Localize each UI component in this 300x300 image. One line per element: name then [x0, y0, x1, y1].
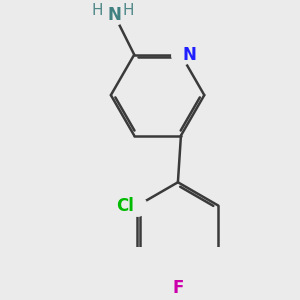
Text: H: H [92, 3, 103, 18]
Text: F: F [172, 279, 184, 297]
Text: N: N [107, 6, 121, 24]
Text: Cl: Cl [116, 196, 134, 214]
Text: H: H [122, 3, 134, 18]
Text: N: N [182, 46, 196, 64]
